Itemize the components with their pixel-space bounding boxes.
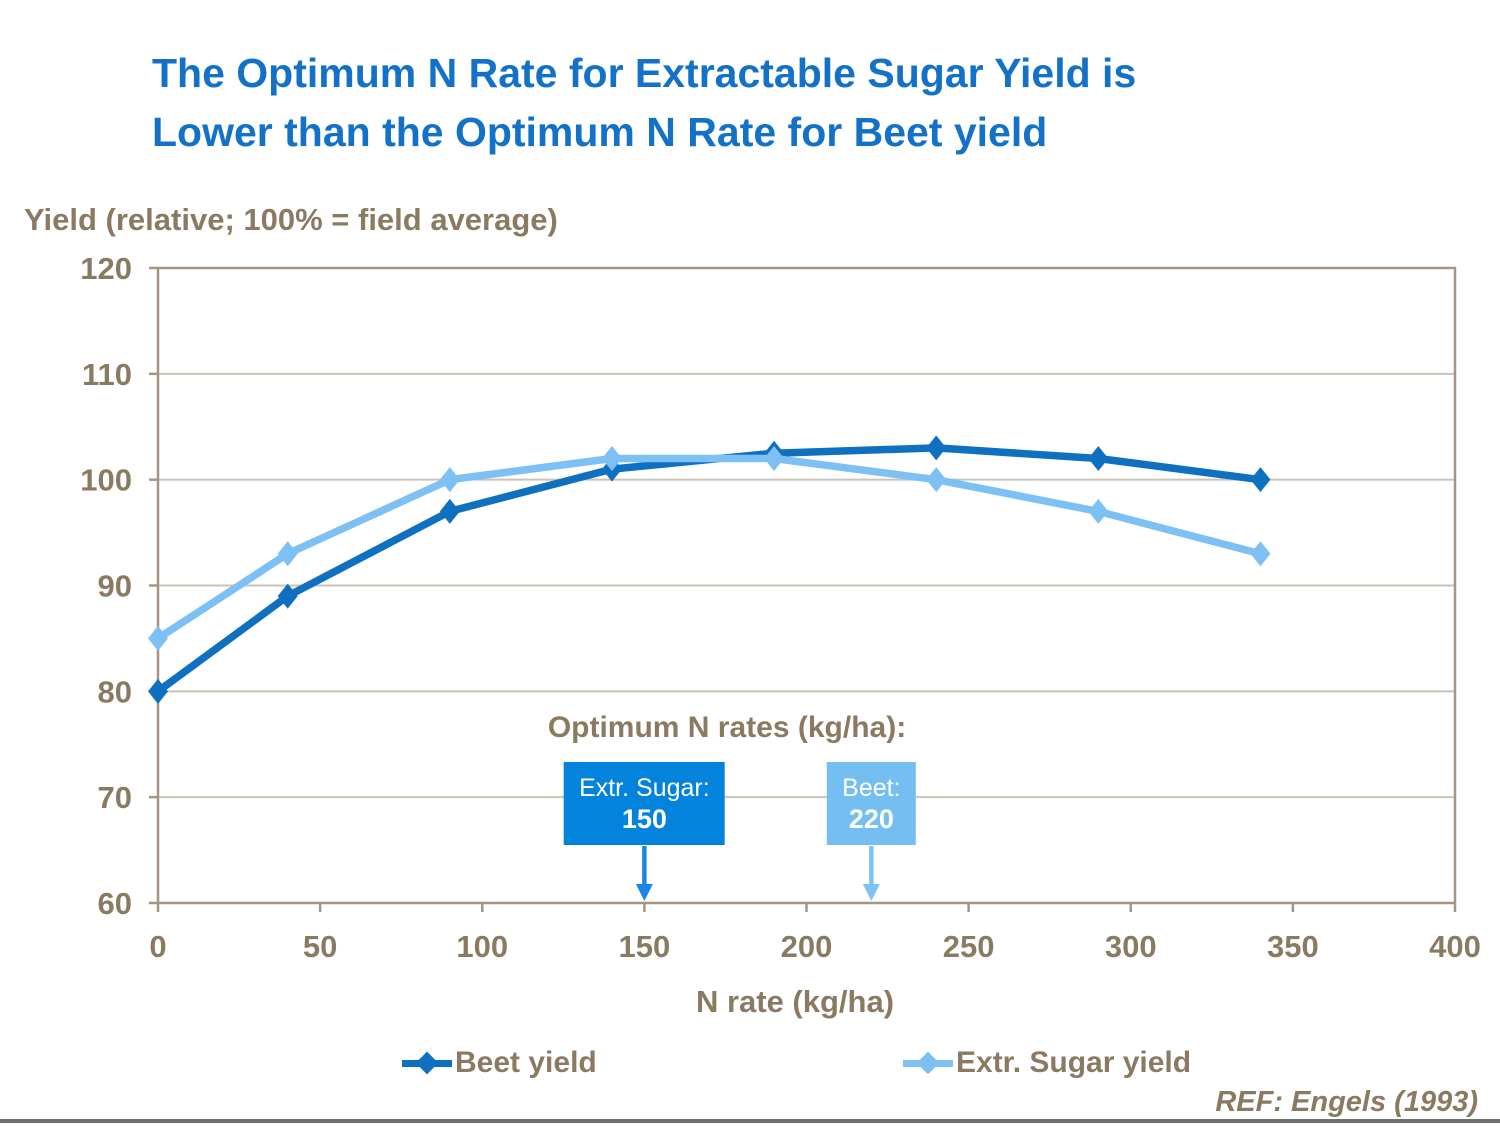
data-point-beet-yield [1250,467,1271,493]
y-axis-title: Yield (relative; 100% = field average) [24,202,558,237]
y-tick-label: 70 [98,780,132,815]
series-line-extr-sugar-yield [154,454,1265,643]
annotation-heading: Optimum N rates (kg/ha): [547,711,907,744]
reference-text: REF: Engels (1993) [1215,1086,1478,1118]
annotation-arrow-head [862,884,880,901]
y-tick-label: 120 [80,251,132,286]
data-point-extr-sugar-yield [148,625,168,651]
y-tick-label: 60 [98,886,132,921]
data-point-beet-yield [148,678,168,704]
data-point-extr-sugar-yield [277,541,298,567]
x-axis-title: N rate (kg/ha) [695,984,895,1019]
x-tick-label: 350 [1267,929,1319,964]
x-tick-label: 0 [149,929,166,964]
x-tick-label: 200 [781,929,833,964]
legend-item-beet-yield: Beet yield [402,1044,597,1082]
callout-value: 150 [621,803,667,834]
x-tick-label: 300 [1105,929,1157,964]
x-tick-label: 100 [456,929,508,964]
y-tick-label: 80 [98,674,132,709]
slide-title-line1: The Optimum N Rate for Extractable Sugar… [152,50,1137,96]
data-point-extr-sugar-yield [439,467,460,493]
data-point-extr-sugar-yield [601,446,622,471]
beet-yield-line-marker-icon [402,1050,452,1076]
callout-box-beet: Beet: 220 [827,762,916,845]
slide-title-line2: Lower than the Optimum N Rate for Beet y… [152,109,1048,155]
callout-label: Beet: [842,773,901,802]
annotation-arrow-head [635,884,653,901]
x-tick-label: 50 [303,929,337,964]
legend-label: Beet yield [455,1046,597,1079]
y-tick-label: 100 [80,463,132,498]
data-point-extr-sugar-yield [1250,541,1271,567]
bottom-divider-bar [0,1119,1500,1123]
data-point-extr-sugar-yield [764,446,785,471]
legend-label: Extr. Sugar yield [956,1046,1192,1079]
callout-value: 220 [848,803,894,834]
x-tick-label: 400 [1429,929,1481,964]
callout-box-extr-sugar: Extr. Sugar: 150 [564,762,725,845]
sugar-yield-line-marker-icon [903,1050,953,1076]
series-line-beet-yield [154,444,1265,696]
data-point-beet-yield [1088,446,1109,471]
data-point-beet-yield [439,498,460,524]
data-point-beet-yield [926,435,947,461]
data-point-extr-sugar-yield [1088,498,1109,524]
legend-item-extr-sugar-yield: Extr. Sugar yield [903,1044,1191,1082]
x-tick-label: 250 [943,929,995,964]
callout-label: Extr. Sugar: [579,773,710,802]
y-tick-label: 90 [98,569,132,604]
slide-title: The Optimum N Rate for Extractable Sugar… [152,44,1136,162]
x-tick-label: 150 [619,929,671,964]
data-point-beet-yield [277,583,298,609]
data-point-extr-sugar-yield [926,467,947,493]
y-tick-label: 110 [82,357,132,392]
